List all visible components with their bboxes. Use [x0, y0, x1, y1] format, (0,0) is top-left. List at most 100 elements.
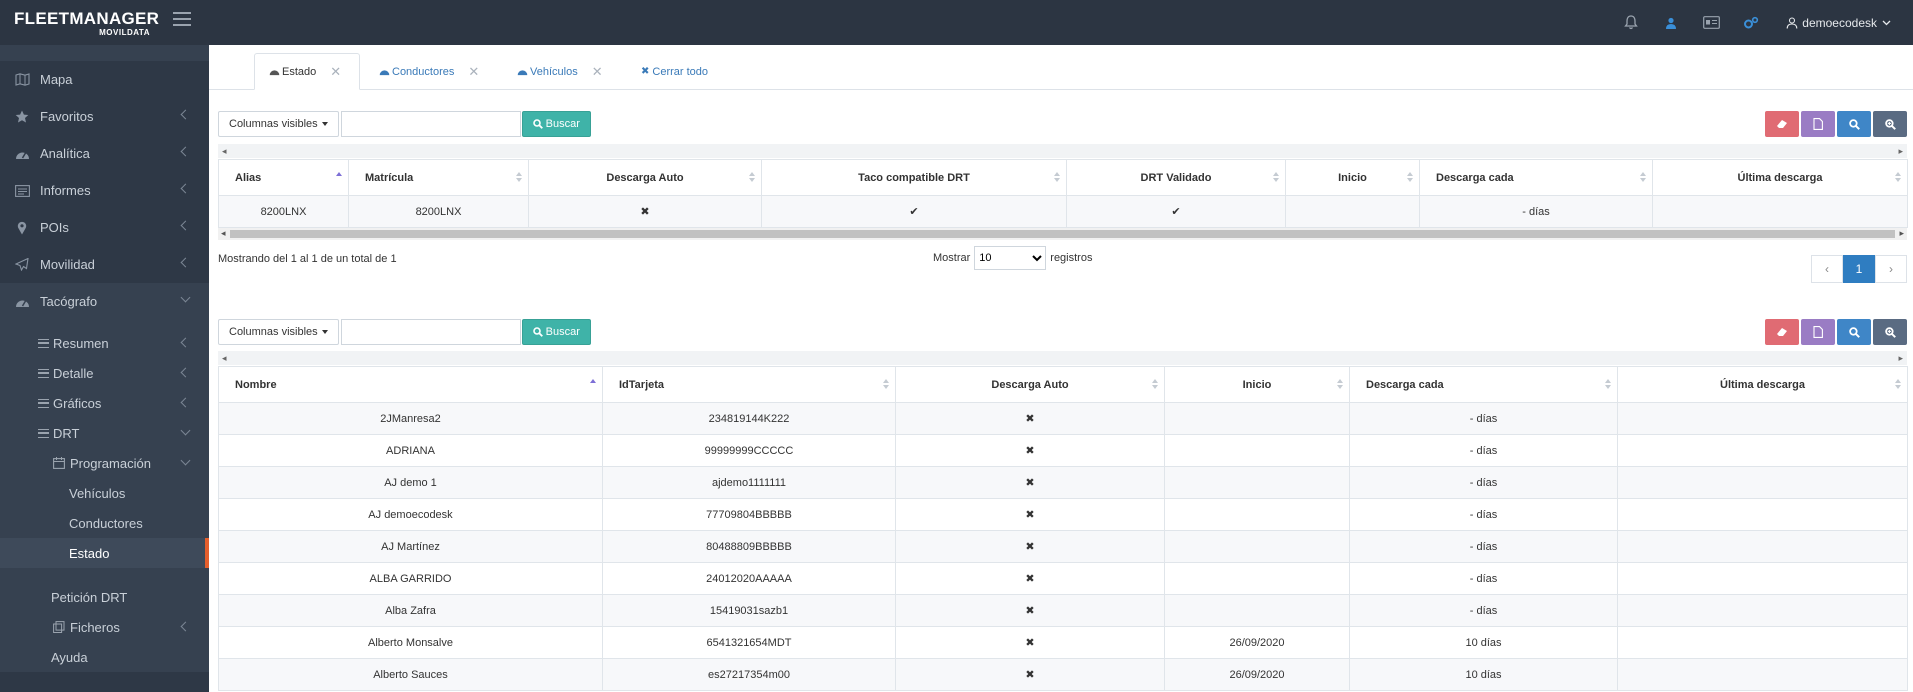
- table1-horizontal-scrollbar[interactable]: ◂ ▸: [218, 228, 1907, 240]
- sidebar-item-peticion-drt[interactable]: Petición DRT: [0, 582, 209, 612]
- next-page-button[interactable]: ›: [1875, 255, 1907, 283]
- sidebar-item-label: Ayuda: [51, 649, 88, 665]
- search-button[interactable]: Buscar: [521, 111, 591, 137]
- sidebar-item-ayuda[interactable]: Ayuda: [0, 642, 209, 672]
- bell-icon[interactable]: [1622, 14, 1640, 32]
- column-header[interactable]: Nombre: [218, 366, 603, 403]
- page-button[interactable]: 1: [1843, 255, 1875, 283]
- sidebar-item-detalle[interactable]: Detalle: [0, 358, 209, 388]
- sidebar-item-analitica[interactable]: Analítica: [0, 135, 209, 172]
- sidebar-item-ficheros[interactable]: Ficheros: [0, 612, 209, 642]
- user-menu[interactable]: demoecodesk: [1786, 16, 1891, 30]
- user-icon[interactable]: [1662, 14, 1680, 32]
- chevron-down-icon: [180, 455, 191, 466]
- column-header[interactable]: Descarga Auto: [528, 159, 762, 196]
- zoom-in-button[interactable]: [1873, 319, 1907, 345]
- column-header[interactable]: DRT Validado: [1066, 159, 1286, 196]
- top-icons: demoecodesk: [1600, 0, 1891, 45]
- table1-scroll-top[interactable]: ◂ ▸: [218, 144, 1907, 158]
- sidebar-item-resumen[interactable]: Resumen: [0, 328, 209, 358]
- page-length-select[interactable]: 10: [974, 246, 1047, 270]
- column-header[interactable]: Descarga cada: [1419, 159, 1653, 196]
- sidebar-item-movilidad[interactable]: Movilidad: [0, 246, 209, 283]
- sidebar-item-programacion[interactable]: Programación: [0, 448, 209, 478]
- sidebar-item-estado[interactable]: Estado: [0, 538, 209, 568]
- eraser-icon: [1777, 328, 1787, 336]
- sidebar-item-favoritos[interactable]: Favoritos: [0, 98, 209, 135]
- sidebar-item-vehiculos[interactable]: Vehículos: [0, 478, 209, 508]
- column-header[interactable]: Última descarga: [1652, 159, 1908, 196]
- sidebar-item-conductores[interactable]: Conductores: [0, 508, 209, 538]
- logo[interactable]: FLEETMANAGER MOVILDATA: [14, 10, 159, 38]
- table-row[interactable]: 8200LNX 8200LNX ✖ ✔ ✔ - días: [218, 195, 1908, 228]
- table-row[interactable]: AJ demo 1 ajdemo1111111 ✖ - días: [218, 466, 1908, 499]
- menu-toggle-icon[interactable]: [173, 12, 191, 28]
- table-row[interactable]: ALBA GARRIDO 24012020AAAAA ✖ - días: [218, 562, 1908, 595]
- eraser-button[interactable]: [1765, 111, 1799, 137]
- sort-icon: [1895, 379, 1901, 391]
- prev-page-button[interactable]: ‹: [1811, 255, 1843, 283]
- table1-info: Mostrando del 1 al 1 de un total de 1: [218, 253, 397, 265]
- id-card-icon[interactable]: [1702, 14, 1720, 32]
- table-row[interactable]: Alba Zafra 15419031sazb1 ✖ - días: [218, 594, 1908, 627]
- table-cell: [1164, 530, 1350, 563]
- sidebar-item-label: Movilidad: [40, 257, 95, 272]
- column-header[interactable]: Inicio: [1285, 159, 1420, 196]
- table-row[interactable]: Alberto Monsalve 6541321654MDT ✖ 26/09/2020…: [218, 626, 1908, 659]
- cross-icon: ✖: [895, 594, 1165, 627]
- zoom-in-icon: [1884, 118, 1896, 130]
- sidebar-item-tacografo[interactable]: Tacógrafo: [0, 283, 209, 320]
- eraser-button[interactable]: [1765, 319, 1799, 345]
- sidebar-item-graficos[interactable]: Gráficos: [0, 388, 209, 418]
- column-header[interactable]: Alias: [218, 159, 349, 196]
- column-header[interactable]: Última descarga: [1617, 366, 1908, 403]
- sort-icon: [1273, 172, 1279, 184]
- search-advanced-button[interactable]: [1837, 111, 1871, 137]
- column-header[interactable]: IdTarjeta: [602, 366, 896, 403]
- table-row[interactable]: Alberto Sauces es27217354m00 ✖ 26/09/2020 10…: [218, 658, 1908, 691]
- table-cell: 6541321654MDT: [602, 626, 896, 659]
- table-cell: 26/09/2020: [1164, 658, 1350, 691]
- column-header[interactable]: Inicio: [1164, 366, 1350, 403]
- sidebar-item-mapa[interactable]: Mapa: [0, 61, 209, 98]
- sidebar-item-informes[interactable]: Informes: [0, 172, 209, 209]
- zoom-in-button[interactable]: [1873, 111, 1907, 137]
- tab-cerrar-todo[interactable]: ✖ Cerrar todo: [641, 53, 708, 90]
- column-header[interactable]: Matrícula: [348, 159, 529, 196]
- tab-conductores[interactable]: Conductores ✕: [379, 53, 479, 90]
- dashboard-icon: [517, 70, 528, 76]
- close-icon[interactable]: ✕: [468, 63, 480, 79]
- search-advanced-button[interactable]: [1837, 319, 1871, 345]
- sidebar-item-label: Petición DRT: [51, 589, 128, 605]
- table2-scroll-top[interactable]: ◂ ▸: [218, 351, 1907, 365]
- chevron-left-icon: [180, 257, 191, 268]
- visible-columns-button[interactable]: Columnas visibles: [218, 319, 339, 345]
- table-cell: ajdemo1111111: [602, 466, 896, 499]
- table-row[interactable]: AJ Martínez 80488809BBBBB ✖ - días: [218, 530, 1908, 563]
- search-input[interactable]: [340, 319, 521, 345]
- table-cell: Alberto Sauces: [218, 658, 603, 691]
- table-cell: 234819144K222: [602, 402, 896, 435]
- column-header[interactable]: Taco compatible DRT: [761, 159, 1067, 196]
- sidebar-item-pois[interactable]: POIs: [0, 209, 209, 246]
- table-row[interactable]: 2JManresa2 234819144K222 ✖ - días: [218, 402, 1908, 435]
- export-button[interactable]: [1801, 319, 1835, 345]
- tab-label: Estado: [282, 65, 317, 78]
- export-button[interactable]: [1801, 111, 1835, 137]
- table-row[interactable]: ADRIANA 99999999CCCCC ✖ - días: [218, 434, 1908, 467]
- column-header[interactable]: Descarga cada: [1349, 366, 1618, 403]
- table-header-row: Alias Matrícula Descarga Auto Taco compa…: [218, 159, 1908, 196]
- cogs-icon[interactable]: [1742, 14, 1760, 32]
- column-header[interactable]: Descarga Auto: [895, 366, 1165, 403]
- table-row[interactable]: AJ demoecodesk 77709804BBBBB ✖ - días: [218, 498, 1908, 531]
- search-input[interactable]: [340, 111, 521, 137]
- close-icon[interactable]: ✕: [591, 63, 603, 79]
- tab-estado[interactable]: Estado ✕: [254, 53, 360, 90]
- close-icon[interactable]: ✕: [330, 63, 342, 79]
- sidebar-item-drt[interactable]: DRT: [0, 418, 209, 448]
- sidebar-item-label: Ficheros: [70, 619, 120, 635]
- tab-vehiculos[interactable]: Vehículos ✕: [517, 53, 603, 90]
- visible-columns-button[interactable]: Columnas visibles: [218, 111, 339, 137]
- search-button[interactable]: Buscar: [521, 319, 591, 345]
- table-cell: - días: [1349, 434, 1618, 467]
